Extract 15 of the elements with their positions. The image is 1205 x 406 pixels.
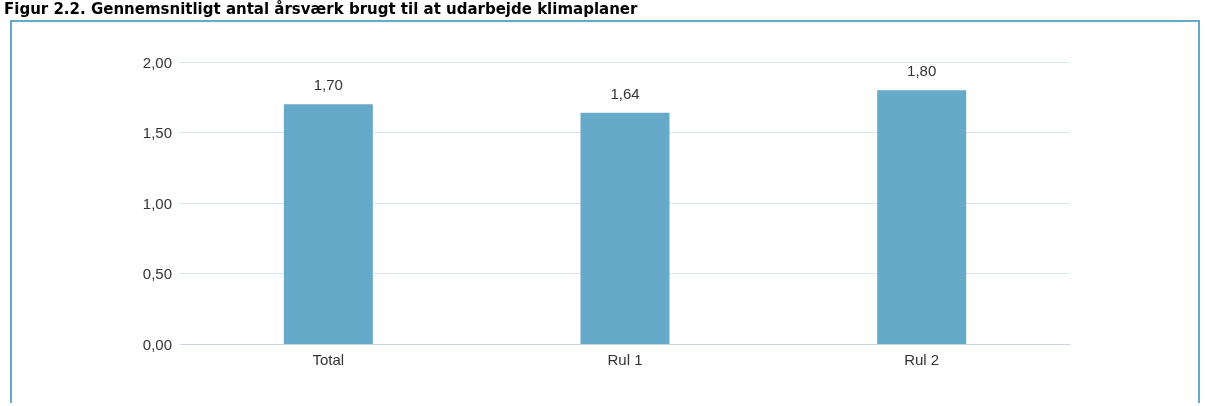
data-label: 1,80 — [907, 62, 937, 80]
data-label: 1,64 — [610, 84, 640, 102]
bar — [877, 90, 967, 344]
data-label: 1,70 — [313, 76, 343, 94]
x-tick-label: Total — [312, 351, 345, 368]
chart-title: Figur 2.2. Gennemsnitligt antal årsværk brugt til at udarbejde klimaplaner — [4, 0, 638, 18]
bar — [283, 104, 373, 344]
y-tick-label: 1,00 — [142, 194, 172, 212]
x-tick-label: Rul 1 — [607, 351, 643, 368]
bar — [580, 112, 670, 344]
y-tick-label: 0,00 — [142, 335, 172, 353]
y-tick-label: 2,00 — [142, 53, 172, 71]
x-tick-label: Rul 2 — [904, 351, 940, 368]
y-tick-label: 1,50 — [142, 124, 172, 141]
y-tick-label: 0,50 — [142, 265, 172, 282]
